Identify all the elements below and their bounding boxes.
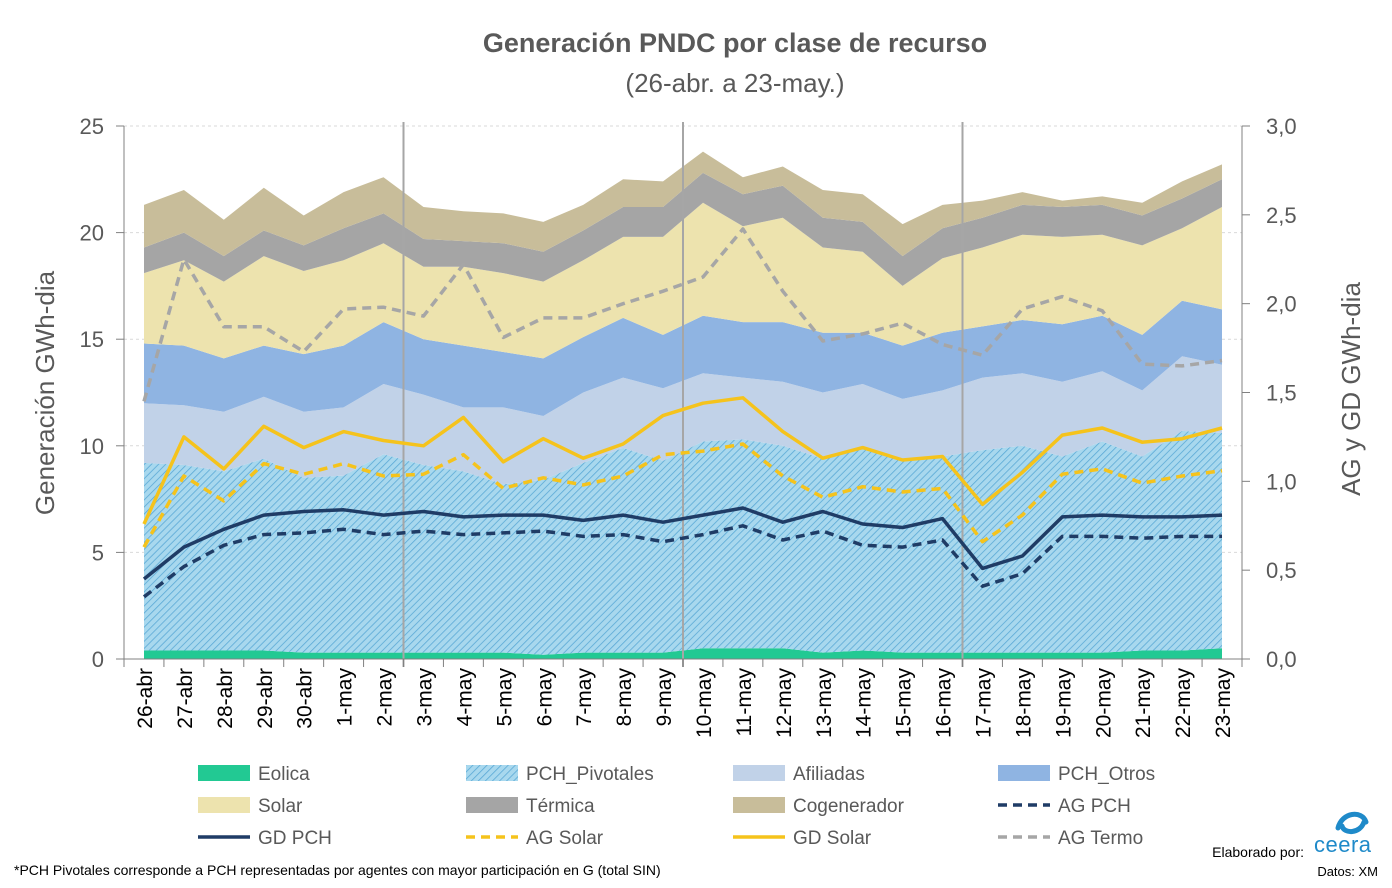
y-axis-label: Generación GWh-dia bbox=[30, 270, 60, 515]
y2-tick-label: 1,0 bbox=[1266, 469, 1297, 494]
y2-tick-label: 3,0 bbox=[1266, 114, 1297, 139]
legend-item: Eolica bbox=[198, 764, 310, 785]
y2-tick-label: 0,0 bbox=[1266, 647, 1297, 672]
legend-swatch bbox=[733, 797, 785, 813]
chart-subtitle: (26-abr. a 23-may.) bbox=[625, 68, 844, 98]
x-tick-label: 21-may bbox=[1132, 668, 1155, 739]
legend-label: Eolica bbox=[258, 764, 310, 785]
legend-swatch bbox=[466, 797, 518, 813]
legend-swatch bbox=[466, 765, 518, 781]
chart-title: Generación PNDC por clase de recurso bbox=[483, 28, 987, 58]
x-tick-label: 14-may bbox=[853, 668, 876, 739]
legend-item: AG Termo bbox=[998, 828, 1143, 849]
legend-label: Afiliadas bbox=[793, 764, 865, 785]
y2-tick-label: 1,5 bbox=[1266, 381, 1297, 406]
x-tick-label: 5-may bbox=[493, 668, 516, 727]
x-tick-label: 2-may bbox=[374, 668, 397, 727]
area-cogenerador bbox=[144, 151, 1222, 257]
y2-axis-label: AG y GD GWh-dia bbox=[1336, 282, 1366, 496]
x-tick-label: 13-may bbox=[813, 668, 836, 739]
line-ag-termo bbox=[142, 227, 1223, 402]
x-tick-label: 4-may bbox=[453, 668, 476, 727]
legend-swatch bbox=[998, 765, 1050, 781]
y-tick-label: 10 bbox=[80, 434, 104, 459]
legend-item: AG Solar bbox=[466, 828, 604, 849]
x-tick-label: 27-abr bbox=[174, 668, 197, 729]
y2-tick-label: 2,5 bbox=[1266, 203, 1297, 228]
legend-item: AG PCH bbox=[998, 796, 1131, 817]
legend-label: AG Solar bbox=[526, 828, 604, 849]
data-source: Datos: XM bbox=[1317, 864, 1378, 879]
x-tick-label: 8-may bbox=[613, 668, 636, 727]
line-ag-solar bbox=[142, 442, 1223, 548]
legend: Eolica PCH_Pivotales Afiliadas PCH_Otros Sol… bbox=[198, 764, 1155, 849]
y-tick-label: 20 bbox=[80, 221, 104, 246]
x-tick-label: 10-may bbox=[693, 668, 716, 739]
x-tick-label: 29-abr bbox=[254, 668, 277, 729]
x-tick-label: 18-may bbox=[1012, 668, 1035, 739]
y-tick-label: 15 bbox=[80, 327, 104, 352]
legend-swatch bbox=[198, 765, 250, 781]
x-tick-label: 15-may bbox=[893, 668, 916, 739]
legend-label: Solar bbox=[258, 796, 303, 817]
x-tick-label: 12-may bbox=[773, 668, 796, 739]
y-tick-label: 25 bbox=[80, 114, 104, 139]
axes: 0 5 10 15 20 25 0,0 0,5 1,0 1,5 2,0 2,5 3,0 26-abr 27-… bbox=[80, 114, 1297, 738]
legend-label: AG PCH bbox=[1058, 796, 1131, 817]
line-ag-pch bbox=[142, 524, 1222, 599]
legend-label: AG Termo bbox=[1058, 828, 1143, 849]
legend-item: Solar bbox=[198, 796, 303, 817]
legend-item: PCH_Otros bbox=[998, 764, 1155, 785]
y-tick-label: 5 bbox=[92, 540, 104, 565]
legend-label: PCH_Pivotales bbox=[526, 764, 654, 785]
x-tick-label: 11-may bbox=[733, 668, 756, 737]
x-tick-label: 26-abr bbox=[134, 668, 157, 729]
ceera-logo-text: ceera bbox=[1314, 832, 1372, 857]
legend-label: Térmica bbox=[526, 796, 595, 817]
x-tick-label: 28-abr bbox=[214, 668, 237, 729]
x-tick-label: 30-abr bbox=[294, 668, 317, 729]
legend-label: GD PCH bbox=[258, 828, 332, 849]
legend-item: GD PCH bbox=[198, 828, 332, 849]
credit-label: Elaborado por: bbox=[1212, 844, 1304, 860]
x-tick-label: 19-may bbox=[1052, 668, 1075, 739]
x-tick-label: 3-may bbox=[413, 668, 436, 727]
x-tick-label: 9-may bbox=[653, 668, 676, 727]
x-tick-label: 17-may bbox=[972, 668, 995, 739]
footnote: *PCH Pivotales corresponde a PCH represe… bbox=[14, 862, 661, 878]
x-tick-label: 1-may bbox=[334, 668, 357, 727]
legend-swatch bbox=[733, 765, 785, 781]
ceera-logo-icon bbox=[1335, 811, 1369, 834]
legend-item: Afiliadas bbox=[733, 764, 865, 785]
legend-swatch bbox=[198, 797, 250, 813]
x-tick-label: 6-may bbox=[533, 668, 556, 727]
legend-item: Cogenerador bbox=[733, 796, 905, 817]
legend-label: Cogenerador bbox=[793, 796, 905, 817]
legend-item: Térmica bbox=[466, 796, 595, 817]
x-tick-label: 23-may bbox=[1212, 668, 1235, 739]
legend-item: GD Solar bbox=[733, 828, 872, 849]
week-separators bbox=[402, 122, 964, 667]
legend-item: PCH_Pivotales bbox=[466, 764, 654, 785]
x-tick-label: 7-may bbox=[573, 668, 596, 727]
x-tick-label: 16-may bbox=[933, 668, 956, 739]
y-tick-label: 0 bbox=[92, 647, 104, 672]
line-gd-solar bbox=[142, 396, 1223, 525]
legend-label: PCH_Otros bbox=[1058, 764, 1155, 785]
legend-label: GD Solar bbox=[793, 828, 872, 849]
area-t-rmica bbox=[144, 172, 1222, 286]
line-gd-pch bbox=[142, 506, 1223, 581]
y2-tick-label: 0,5 bbox=[1266, 558, 1297, 583]
line-series bbox=[142, 227, 1223, 599]
y2-tick-label: 2,0 bbox=[1266, 292, 1297, 317]
x-tick-label: 20-may bbox=[1092, 668, 1115, 739]
x-tick-label: 22-may bbox=[1172, 668, 1195, 739]
